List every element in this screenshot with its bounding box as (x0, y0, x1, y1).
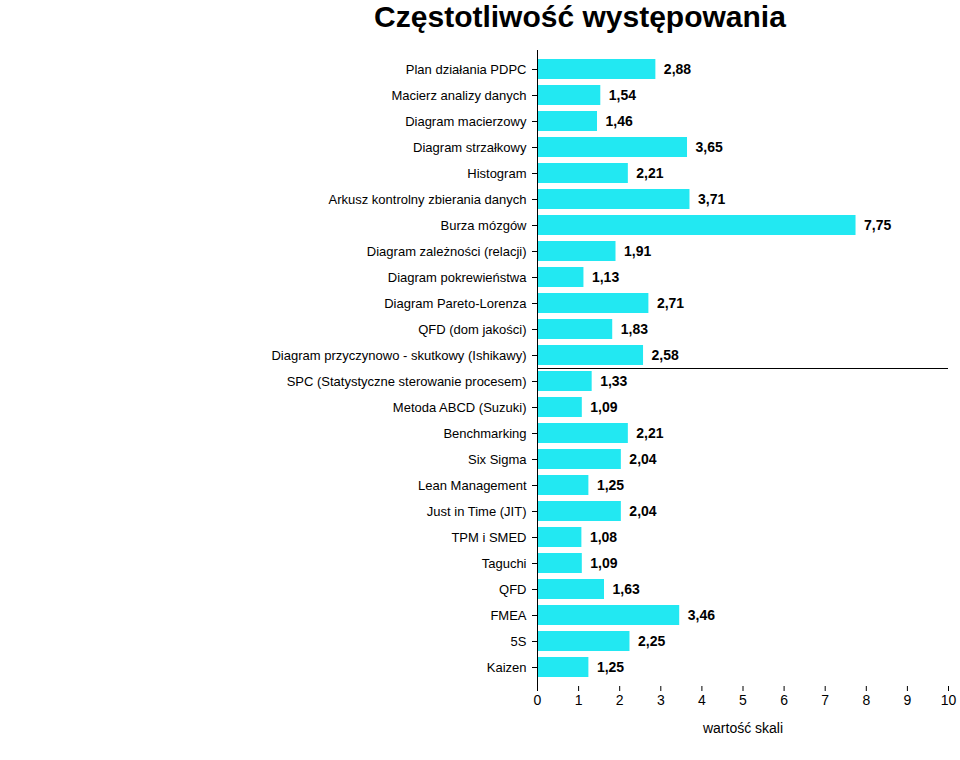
svg-text:2,04: 2,04 (629, 451, 656, 467)
svg-text:wartość skali: wartość skali (702, 720, 783, 736)
svg-text:Diagram Pareto-Lorenza: Diagram Pareto-Lorenza (384, 296, 527, 311)
svg-text:6: 6 (780, 692, 788, 708)
svg-text:3,71: 3,71 (698, 191, 725, 207)
svg-text:1,33: 1,33 (600, 373, 627, 389)
svg-text:4: 4 (698, 692, 706, 708)
svg-text:Benchmarking: Benchmarking (443, 426, 526, 441)
svg-text:QFD (dom jakości): QFD (dom jakości) (418, 322, 526, 337)
svg-text:0: 0 (534, 692, 542, 708)
svg-text:2,58: 2,58 (652, 347, 679, 363)
svg-text:2,71: 2,71 (657, 295, 684, 311)
svg-text:5: 5 (739, 692, 747, 708)
svg-text:7: 7 (821, 692, 829, 708)
svg-text:SPC (Statystyczne sterowanie p: SPC (Statystyczne sterowanie procesem) (287, 374, 527, 389)
svg-text:1,91: 1,91 (624, 243, 651, 259)
svg-text:1,08: 1,08 (590, 529, 617, 545)
svg-text:2,88: 2,88 (664, 61, 691, 77)
svg-text:1,09: 1,09 (590, 399, 617, 415)
svg-text:3,46: 3,46 (688, 607, 715, 623)
svg-text:5S: 5S (511, 634, 527, 649)
svg-text:Taguchi: Taguchi (482, 556, 527, 571)
svg-text:1,83: 1,83 (621, 321, 648, 337)
svg-text:QFD: QFD (499, 582, 526, 597)
svg-text:Diagram macierzowy: Diagram macierzowy (405, 114, 527, 129)
svg-text:1,25: 1,25 (597, 659, 624, 675)
svg-text:Metoda ABCD (Suzuki): Metoda ABCD (Suzuki) (393, 400, 527, 415)
svg-text:3: 3 (657, 692, 665, 708)
svg-text:Burza mózgów: Burza mózgów (441, 218, 528, 233)
svg-text:2,21: 2,21 (636, 425, 663, 441)
svg-text:Diagram przyczynowo - skutkowy: Diagram przyczynowo - skutkowy (Ishikawy… (271, 348, 526, 363)
svg-text:Six Sigma: Six Sigma (468, 452, 527, 467)
svg-text:Diagram strzałkowy: Diagram strzałkowy (413, 140, 527, 155)
svg-text:1,25: 1,25 (597, 477, 624, 493)
svg-text:1,09: 1,09 (590, 555, 617, 571)
svg-text:Diagram pokrewieństwa: Diagram pokrewieństwa (388, 270, 527, 285)
svg-text:1,46: 1,46 (606, 113, 633, 129)
svg-text:Diagram zależności (relacji): Diagram zależności (relacji) (367, 244, 527, 259)
svg-text:3,65: 3,65 (696, 139, 723, 155)
svg-text:1: 1 (575, 692, 583, 708)
svg-text:FMEA: FMEA (490, 608, 526, 623)
svg-text:1,54: 1,54 (609, 87, 636, 103)
svg-text:Lean Management: Lean Management (418, 478, 527, 493)
svg-text:Histogram: Histogram (467, 166, 526, 181)
svg-text:2,25: 2,25 (638, 633, 665, 649)
svg-text:TPM i SMED: TPM i SMED (451, 530, 526, 545)
svg-text:2,04: 2,04 (629, 503, 656, 519)
svg-text:Plan działania PDPC: Plan działania PDPC (406, 62, 527, 77)
svg-text:Arkusz kontrolny zbierania dan: Arkusz kontrolny zbierania danych (329, 192, 527, 207)
svg-text:2,21: 2,21 (636, 165, 663, 181)
svg-text:Macierz analizy danych: Macierz analizy danych (391, 88, 526, 103)
svg-text:8: 8 (862, 692, 870, 708)
svg-text:7,75: 7,75 (864, 217, 891, 233)
svg-text:1,13: 1,13 (592, 269, 619, 285)
svg-text:Just in Time (JIT): Just in Time (JIT) (427, 504, 527, 519)
svg-text:9: 9 (904, 692, 912, 708)
svg-text:10: 10 (941, 692, 957, 708)
svg-text:1,63: 1,63 (612, 581, 639, 597)
svg-text:Kaizen: Kaizen (487, 660, 527, 675)
html-text:Częstotliwość występowania: Częstotliwość występowania (374, 0, 786, 33)
svg-text:2: 2 (616, 692, 624, 708)
